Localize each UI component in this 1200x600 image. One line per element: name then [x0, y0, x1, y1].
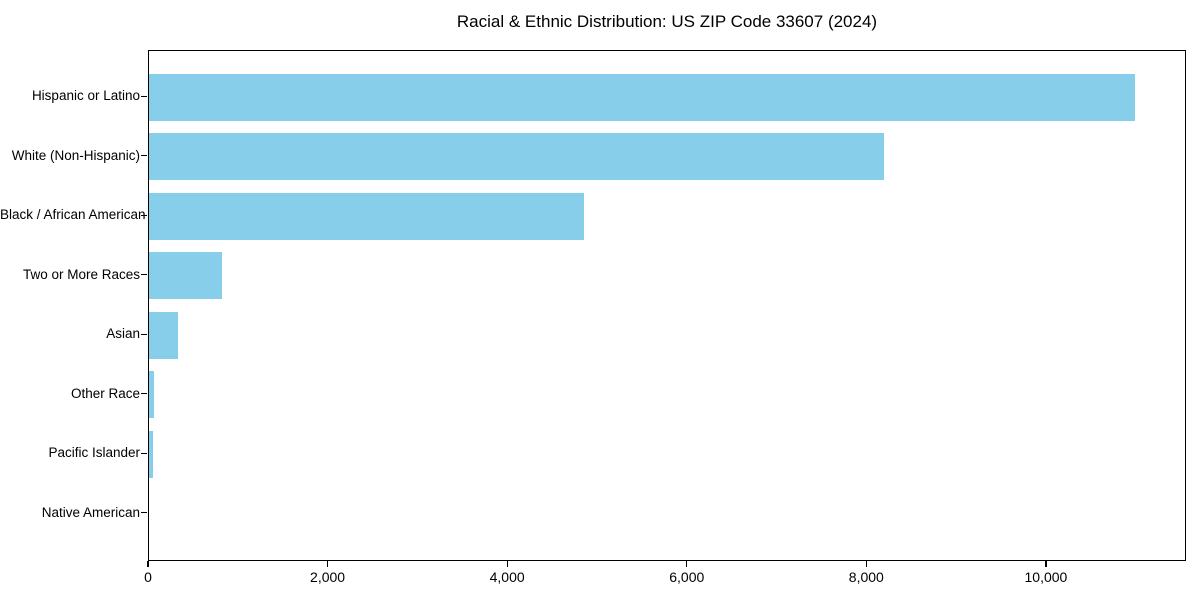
y-tick-label: Asian: [106, 326, 140, 342]
x-tick-label: 4,000: [489, 569, 525, 585]
y-tick-label: Native American: [41, 504, 140, 520]
x-tick-mark: [865, 561, 867, 567]
bar-asian: [149, 311, 178, 359]
x-tick-mark: [147, 561, 149, 567]
y-tick-label: Black / African American: [0, 207, 146, 223]
x-tick-mark: [686, 561, 688, 567]
y-tick-mark: [141, 452, 147, 454]
y-tick-mark: [141, 512, 147, 514]
y-tick-mark: [141, 333, 147, 335]
x-tick-label: 2,000: [310, 569, 346, 585]
y-tick-mark: [141, 95, 147, 97]
y-tick-label: Hispanic or Latino: [31, 88, 140, 104]
x-tick-mark: [1045, 561, 1047, 567]
bar-two-or-more-races: [149, 252, 223, 300]
x-tick-label: 10,000: [1024, 569, 1068, 585]
chart-title: Racial & Ethnic Distribution: US ZIP Cod…: [456, 12, 878, 31]
plot-area: [148, 50, 1186, 561]
y-tick-mark: [141, 214, 147, 216]
x-tick-label: 6,000: [669, 569, 705, 585]
bar-hispanic-or-latino: [149, 73, 1135, 121]
x-tick-label: 8,000: [848, 569, 884, 585]
x-tick-mark: [506, 561, 508, 567]
y-tick-mark: [141, 274, 147, 276]
x-tick-mark: [326, 561, 329, 567]
y-tick-label: Pacific Islander: [48, 445, 140, 461]
bar-other-race: [149, 371, 155, 419]
bar-black-african-american: [149, 192, 584, 240]
y-tick-mark: [141, 155, 147, 157]
y-tick-label: Other Race: [70, 385, 140, 401]
y-tick-label: White (Non-Hispanic): [11, 147, 140, 163]
y-tick-label: Two or More Races: [22, 266, 140, 282]
bar-white-non-hispanic-: [149, 133, 884, 181]
bar-pacific-islander: [149, 430, 154, 478]
y-tick-mark: [141, 393, 147, 395]
x-tick-label: 0: [144, 569, 152, 585]
